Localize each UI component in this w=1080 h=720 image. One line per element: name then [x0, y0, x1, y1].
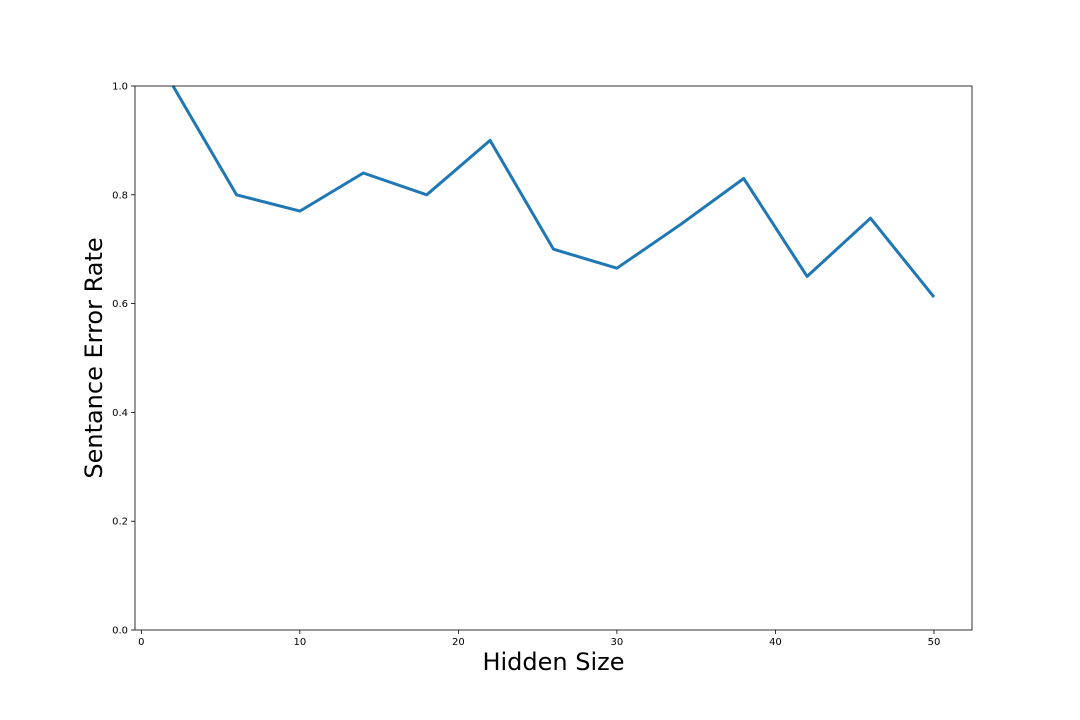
y-axis: 0.0 0.2 0.4 0.6 0.8 1.0: [112, 82, 135, 637]
y-tick-label: 1.0: [112, 82, 128, 93]
data-point: [362, 172, 365, 175]
x-axis-label: Hidden Size: [482, 648, 624, 676]
data-point: [298, 210, 301, 213]
x-tick-label: 30: [611, 637, 624, 648]
series-line-0: [171, 85, 936, 299]
data-point: [806, 275, 809, 278]
y-tick-label: 0.0: [112, 626, 128, 637]
data-point: [235, 193, 238, 196]
y-tick-label: 0.4: [112, 408, 128, 419]
y-tick-label: 0.2: [112, 517, 128, 528]
data-point: [425, 193, 428, 196]
x-axis: 0 10 20 30 40 50: [138, 630, 940, 648]
x-tick-label: 50: [928, 637, 941, 648]
series-layer: [171, 85, 936, 299]
data-point: [932, 296, 935, 299]
y-axis-label: Sentance Error Rate: [80, 237, 108, 478]
x-tick-label: 0: [138, 637, 144, 648]
x-tick-label: 20: [452, 637, 465, 648]
x-tick-label: 40: [769, 637, 782, 648]
plot-area: [134, 85, 973, 631]
data-point: [679, 223, 682, 226]
y-tick-label: 0.8: [112, 190, 128, 201]
data-point: [489, 139, 492, 142]
data-point: [742, 177, 745, 180]
data-point: [869, 217, 872, 220]
y-tick-label: 0.6: [112, 299, 128, 310]
x-tick-label: 10: [293, 637, 306, 648]
data-point: [552, 248, 555, 251]
data-point: [615, 267, 618, 270]
